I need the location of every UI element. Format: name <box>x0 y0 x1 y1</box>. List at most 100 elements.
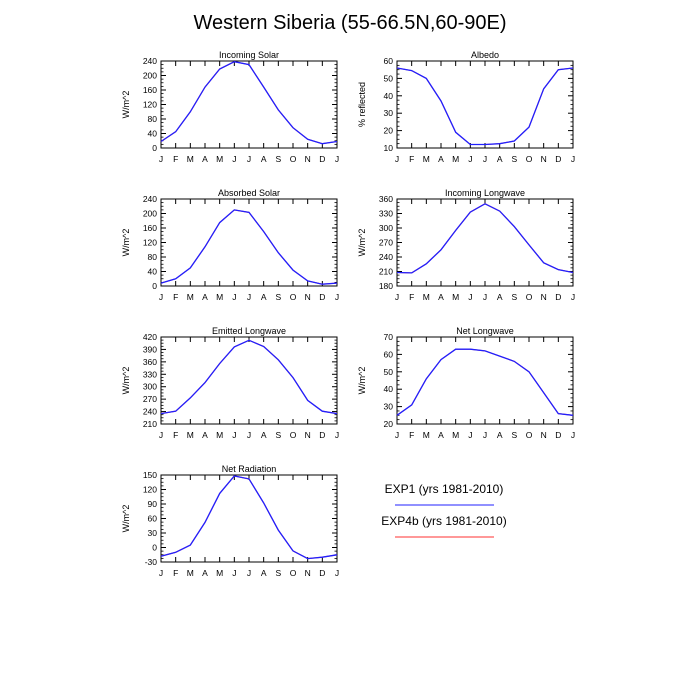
y-tick-label: 240 <box>143 56 157 66</box>
x-tick-label: A <box>261 154 267 164</box>
y-axis-label: W/m^2 <box>357 229 367 257</box>
series-line-exp1 <box>160 339 338 415</box>
x-tick-label: A <box>497 430 503 440</box>
legend-label-exp4b: EXP4b (yrs 1981-2010) <box>381 514 506 528</box>
x-tick-label: D <box>319 430 325 440</box>
y-tick-label: 360 <box>379 194 393 204</box>
plot-frame <box>396 198 574 287</box>
y-axis-label: W/m^2 <box>121 505 131 533</box>
x-tick-label: N <box>541 430 547 440</box>
y-tick-label: 150 <box>143 470 157 480</box>
x-tick-label: J <box>247 568 251 578</box>
series-line-exp1 <box>396 203 574 274</box>
x-tick-label: A <box>261 430 267 440</box>
x-tick-label: S <box>511 154 517 164</box>
x-tick-label: J <box>159 568 163 578</box>
x-tick-label: O <box>290 292 297 302</box>
panel-title: Net Radiation <box>222 464 277 474</box>
panel-title: Absorbed Solar <box>218 188 280 198</box>
panel-title: Emitted Longwave <box>212 326 286 336</box>
x-tick-label: A <box>261 568 267 578</box>
y-tick-label: 20 <box>384 126 394 136</box>
x-tick-label: N <box>305 568 311 578</box>
x-tick-label: J <box>232 568 236 578</box>
y-tick-label: 300 <box>143 382 157 392</box>
x-tick-label: F <box>409 292 414 302</box>
x-tick-label: A <box>202 154 208 164</box>
y-tick-label: 120 <box>143 485 157 495</box>
y-axis-label: % reflected <box>357 82 367 127</box>
x-tick-label: A <box>202 292 208 302</box>
x-tick-label: M <box>423 430 430 440</box>
x-tick-label: O <box>290 568 297 578</box>
x-tick-label: J <box>247 154 251 164</box>
y-tick-label: 40 <box>148 267 158 277</box>
x-tick-label: F <box>173 154 178 164</box>
y-axis-label: W/m^2 <box>121 91 131 119</box>
x-tick-label: M <box>452 292 459 302</box>
x-tick-label: N <box>305 154 311 164</box>
y-tick-label: 80 <box>148 252 158 262</box>
x-tick-label: J <box>232 430 236 440</box>
y-tick-label: 330 <box>379 209 393 219</box>
panel-emitted-longwave: Emitted Longwave W/m^2 210 240 270 300 330 360 3… <box>121 326 339 440</box>
x-tick-label: S <box>275 292 281 302</box>
y-tick-label: 240 <box>143 407 157 417</box>
series-line-exp4b <box>396 203 574 274</box>
x-tick-label: M <box>187 154 194 164</box>
y-tick-label: 0 <box>152 143 157 153</box>
figure-title: Western Siberia (55-66.5N,60-90E) <box>193 12 507 34</box>
y-tick-label: 70 <box>384 332 394 342</box>
y-tick-label: 200 <box>143 71 157 81</box>
x-tick-label: D <box>555 154 561 164</box>
y-axis-label: W/m^2 <box>121 367 131 395</box>
y-tick-label: 60 <box>148 514 158 524</box>
x-tick-label: M <box>187 292 194 302</box>
x-tick-label: O <box>526 430 533 440</box>
x-tick-label: N <box>305 430 311 440</box>
y-tick-label: 420 <box>143 332 157 342</box>
x-tick-label: F <box>409 154 414 164</box>
x-tick-label: A <box>202 430 208 440</box>
panel-title: Incoming Longwave <box>445 188 525 198</box>
x-tick-label: M <box>216 292 223 302</box>
plot-frame <box>396 336 574 425</box>
y-tick-label: 30 <box>384 108 394 118</box>
y-tick-label: 10 <box>384 143 394 153</box>
y-tick-label: 240 <box>379 252 393 262</box>
x-tick-label: S <box>511 292 517 302</box>
series-line-exp1 <box>160 209 338 285</box>
y-tick-label: 270 <box>379 238 393 248</box>
panel-title: Albedo <box>471 50 499 60</box>
x-tick-label: A <box>438 430 444 440</box>
x-tick-label: A <box>438 292 444 302</box>
x-tick-label: J <box>468 292 472 302</box>
x-tick-label: N <box>541 154 547 164</box>
x-tick-label: J <box>335 568 339 578</box>
x-tick-label: F <box>173 568 178 578</box>
plot-frame <box>160 336 338 425</box>
x-tick-label: D <box>555 430 561 440</box>
x-tick-label: O <box>290 154 297 164</box>
x-tick-label: M <box>216 154 223 164</box>
y-tick-label: 30 <box>384 402 394 412</box>
x-tick-label: M <box>187 430 194 440</box>
y-tick-label: 160 <box>143 85 157 95</box>
x-tick-label: J <box>247 292 251 302</box>
y-tick-label: 240 <box>143 194 157 204</box>
x-tick-label: A <box>497 154 503 164</box>
y-tick-label: 300 <box>379 223 393 233</box>
legend-label-exp1: EXP1 (yrs 1981-2010) <box>385 482 504 496</box>
x-tick-label: J <box>571 292 575 302</box>
x-tick-label: F <box>173 430 178 440</box>
y-tick-label: 160 <box>143 223 157 233</box>
y-tick-label: 120 <box>143 100 157 110</box>
legend: EXP1 (yrs 1981-2010) EXP4b (yrs 1981-201… <box>381 482 507 538</box>
x-tick-label: M <box>423 292 430 302</box>
x-tick-label: J <box>335 154 339 164</box>
x-tick-label: F <box>409 430 414 440</box>
plot-frame <box>160 474 338 563</box>
x-tick-label: A <box>438 154 444 164</box>
